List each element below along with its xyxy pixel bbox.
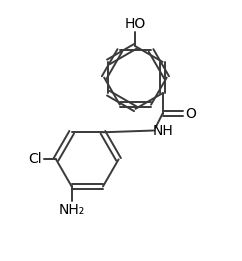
Text: O: O [185, 107, 196, 121]
Text: Cl: Cl [28, 152, 42, 166]
Text: HO: HO [125, 17, 146, 31]
Text: NH: NH [153, 123, 174, 138]
Text: NH₂: NH₂ [59, 203, 85, 217]
